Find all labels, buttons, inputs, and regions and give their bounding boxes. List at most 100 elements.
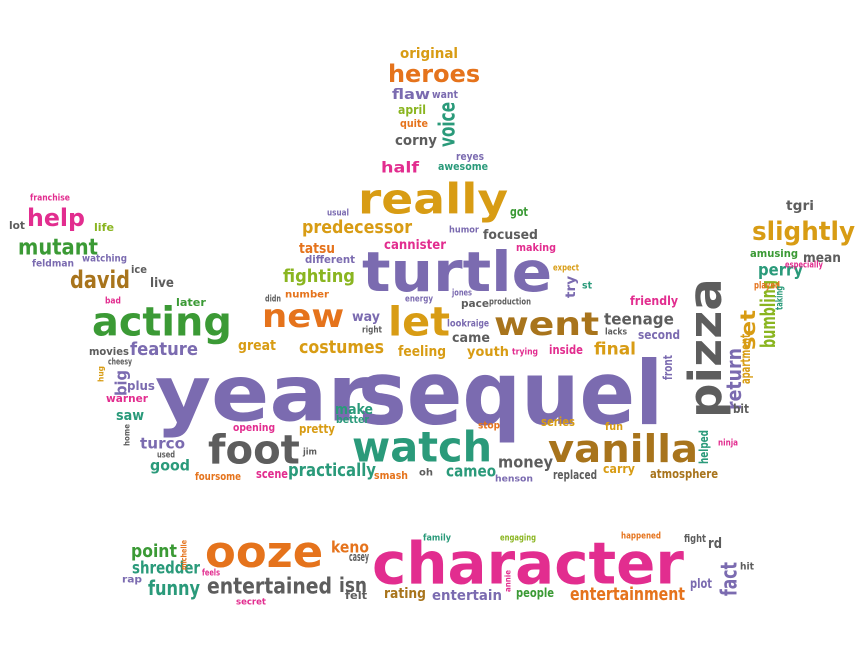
word-plot: plot <box>690 575 713 592</box>
word-tatsu: tatsu <box>299 239 335 257</box>
word-foot: foot <box>208 426 300 474</box>
word-entertainment: entertainment <box>570 583 685 605</box>
word-mutant: mutant <box>18 234 98 260</box>
word-engaging: engaging <box>500 532 536 543</box>
word-heroes: heroes <box>388 59 481 88</box>
word-quite: quite <box>400 117 428 130</box>
word-saw: saw <box>116 406 145 424</box>
word-lot: lot <box>9 219 25 232</box>
word-great: great <box>238 336 277 354</box>
word-opening: opening <box>233 421 276 434</box>
word-rap: rap <box>122 573 143 585</box>
word-fight: fight <box>684 532 706 545</box>
word-vanilla: vanilla <box>548 426 699 472</box>
word-inside: inside <box>549 342 583 357</box>
word-st: st <box>582 279 593 291</box>
word-feels: feels <box>202 567 220 578</box>
word-usual: usual <box>327 207 349 218</box>
word-watch: watch <box>352 422 493 472</box>
word-focused: focused <box>483 226 538 243</box>
word-hug: hug <box>96 366 106 382</box>
word-played: played <box>754 279 780 291</box>
word-funny: funny <box>148 576 201 600</box>
word-rd: rd <box>708 534 722 552</box>
word-really: really <box>358 174 509 224</box>
word-life: life <box>94 221 114 234</box>
word-bad: bad <box>105 295 121 306</box>
word-awesome: awesome <box>438 160 488 173</box>
word-year: year <box>155 347 370 440</box>
word-entertain: entertain <box>432 586 502 604</box>
word-isn: isn <box>339 573 367 597</box>
word-try: try <box>562 275 579 298</box>
word-front: front <box>660 355 675 380</box>
word-atmosphere: atmosphere <box>650 466 719 481</box>
word-feldman: feldman <box>32 257 75 269</box>
word-people: people <box>516 585 554 600</box>
word-taking: taking <box>773 286 785 310</box>
word-half: half <box>381 158 420 177</box>
word-carry: carry <box>603 461 635 476</box>
word-franchise: franchise <box>30 192 70 203</box>
word-production: production <box>489 296 531 307</box>
word-flaw: flaw <box>392 85 430 103</box>
word-keno: keno <box>331 537 369 557</box>
word-final: final <box>594 338 637 359</box>
word-turco: turco <box>140 434 186 453</box>
word-second: second <box>638 327 681 342</box>
word-jim: jim <box>303 446 317 457</box>
word-tgri: tgri <box>786 197 814 214</box>
word-shredder: shredder <box>132 557 201 578</box>
word-amusing: amusing <box>750 247 799 260</box>
word-energy: energy <box>405 293 433 304</box>
word-lacks: lacks <box>605 326 628 337</box>
word-apartment: apartment <box>737 334 754 384</box>
word-humor: humor <box>449 224 479 235</box>
word-voice: voice <box>434 101 460 147</box>
word-better: better <box>336 413 370 426</box>
word-good: good <box>150 456 190 475</box>
word-family: family <box>423 532 451 543</box>
word-bit: bit <box>733 401 749 416</box>
word-acting: acting <box>92 298 232 346</box>
word-look: look <box>447 317 468 329</box>
word-ooze: ooze <box>205 526 324 578</box>
word-used: used <box>157 449 176 460</box>
word-sequel: sequel <box>358 342 664 446</box>
word-oh: oh <box>419 466 433 478</box>
word-different: different <box>305 253 355 266</box>
word-april: april <box>398 102 426 117</box>
word-went: went <box>494 305 600 343</box>
word-money: money <box>498 452 554 472</box>
word-make: make <box>335 400 374 418</box>
word-foursome: foursome <box>195 470 241 483</box>
word-costumes: costumes <box>299 336 385 358</box>
word-smash: smash <box>374 469 408 482</box>
word-original: original <box>400 44 459 62</box>
word-cameo: cameo <box>446 461 497 481</box>
word-secret: secret <box>236 596 266 607</box>
word-movies: movies <box>89 345 129 358</box>
word-making: making <box>516 241 557 254</box>
word-ice: ice <box>131 263 148 276</box>
word-replaced: replaced <box>553 467 598 482</box>
word-annie: annie <box>503 570 513 592</box>
word-helped: helped <box>696 429 711 464</box>
word-david: david <box>70 265 131 294</box>
word-teenage: teenage <box>604 309 674 329</box>
word-got: got <box>510 204 529 219</box>
word-later: later <box>176 296 206 309</box>
word-corny: corny <box>395 131 437 149</box>
word-perry: perry <box>758 259 804 280</box>
word-new: new <box>262 297 345 335</box>
word-entertained: entertained <box>207 573 333 599</box>
word-point: point <box>131 540 177 562</box>
word-youth: youth <box>467 343 510 360</box>
word-live: live <box>150 274 174 291</box>
word-felt: felt <box>345 589 368 602</box>
word-character: character <box>372 529 684 598</box>
word-especially: especially <box>785 259 823 270</box>
word-reyes: reyes <box>456 150 484 163</box>
word-friendly: friendly <box>630 293 679 308</box>
